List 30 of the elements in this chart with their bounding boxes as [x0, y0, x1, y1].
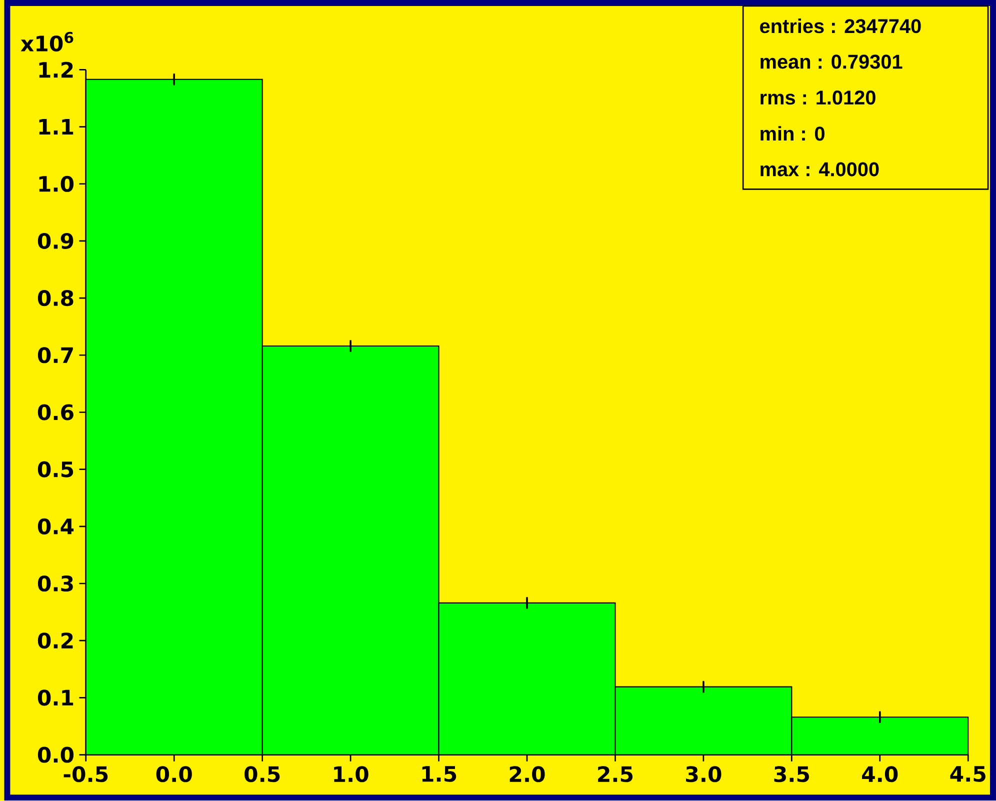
x-tick-label: 3.5 — [774, 766, 809, 782]
x-tick-label: 2.5 — [598, 766, 633, 782]
y-tick-label: 0.0 — [38, 746, 74, 763]
x-tick-label: 4.0 — [862, 766, 898, 782]
annotation: max : 4.0000 — [760, 162, 879, 177]
y-tick-label: 0.3 — [38, 576, 73, 592]
text: mean : 0.79301 — [760, 54, 902, 70]
y-tick-label: 1.2 — [39, 62, 73, 78]
y-tick-label: 0.6 — [38, 404, 74, 420]
x-tick-label: 4.5 — [950, 766, 986, 782]
y-tick-label: 0.8 — [38, 290, 74, 306]
y-tick-label: 0.7 — [38, 347, 73, 364]
y-tick-label: 0.1 — [38, 690, 74, 706]
y-tick-label: 0.2 — [38, 632, 73, 649]
x-tick-label: 3.0 — [686, 766, 722, 782]
x-tick-label: 1.0 — [334, 766, 368, 782]
y-axis-title: x10$^{6}$ — [20, 32, 74, 52]
y-tick-label: 1.0 — [39, 176, 74, 192]
x-tick-label: 2.0 — [510, 766, 545, 782]
x-tick-label: -0.5 — [64, 766, 108, 782]
x-tick-label: 1.5 — [422, 766, 456, 782]
x-tick-label: 0.0 — [156, 766, 192, 782]
annotation: rms : 1.0120 — [760, 90, 876, 105]
y-tick-label: 0.4 — [38, 518, 74, 535]
y-tick-label: 0.5 — [38, 462, 74, 478]
text: entries : 2347740 — [760, 18, 921, 34]
x-tick-label: 0.5 — [244, 766, 280, 782]
y-tick-label: 0.9 — [38, 233, 74, 250]
y-tick-label: 1.1 — [39, 119, 74, 135]
annotation: min : 0 — [760, 126, 824, 141]
